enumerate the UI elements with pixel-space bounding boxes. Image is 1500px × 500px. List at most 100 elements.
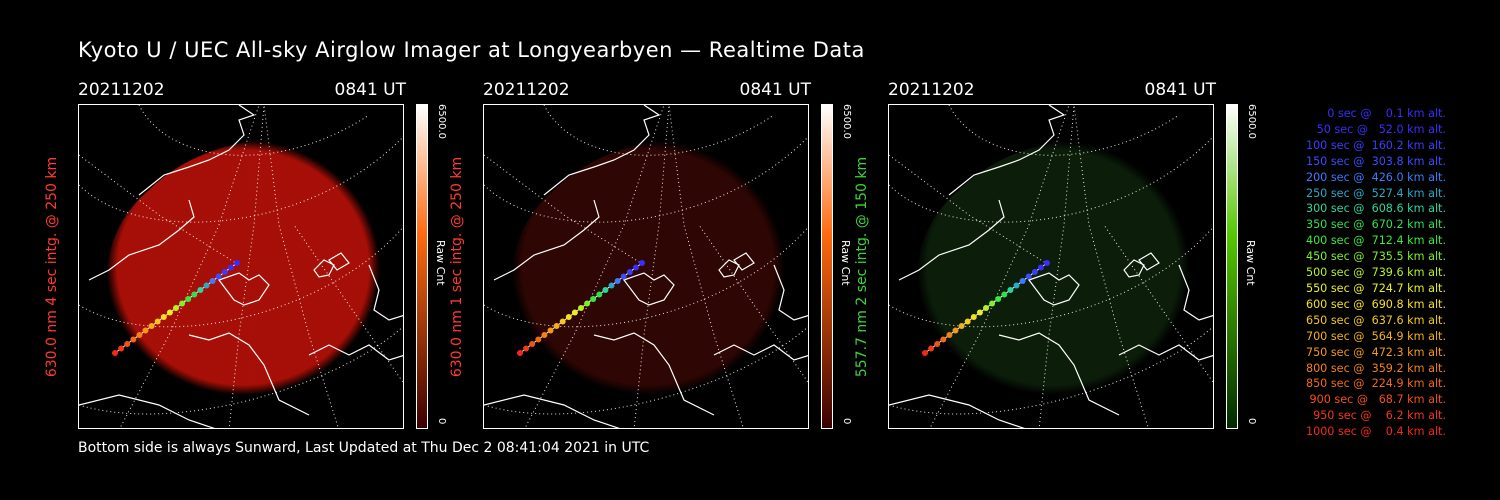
panel-time: 0841 UT xyxy=(334,80,407,100)
legend-row: 200 sec @ 426.0 km alt. xyxy=(1302,170,1446,184)
sky-image xyxy=(106,140,380,396)
legend-row: 650 sec @ 637.6 km alt. xyxy=(1302,313,1446,327)
trajectory-point xyxy=(1013,282,1020,289)
panel-date: 20211202 xyxy=(888,80,975,100)
colorbar-unit-label: Raw Cnt xyxy=(1244,240,1257,286)
colorbar-max-label: 6500.0 xyxy=(436,104,447,139)
satellite-trajectory xyxy=(922,260,1050,356)
trajectory-point xyxy=(112,350,118,356)
trajectory-point xyxy=(179,300,186,307)
legend-row: 1000 sec @ 0.4 km alt. xyxy=(1305,425,1446,439)
trajectory-point xyxy=(620,273,627,280)
trajectory-point xyxy=(970,314,977,320)
trajectory-point xyxy=(571,309,578,316)
trajectory-point xyxy=(922,350,928,356)
trajectory-point xyxy=(632,264,639,271)
trajectory-point xyxy=(209,278,216,284)
trajectory-point xyxy=(1001,291,1008,298)
legend-row: 100 sec @ 160.2 km alt. xyxy=(1302,138,1446,152)
colorbar-min-label: 0 xyxy=(841,418,852,425)
coastlines xyxy=(889,105,1213,428)
trajectory-point xyxy=(559,318,566,325)
colorbar-max-label: 6500.0 xyxy=(841,104,852,139)
trajectory-point xyxy=(191,291,198,298)
satellite-trajectory xyxy=(112,260,240,356)
trajectory-point xyxy=(136,332,143,338)
trajectory-point xyxy=(1019,278,1026,284)
legend-row: 900 sec @ 68.7 km alt. xyxy=(1305,393,1447,407)
trajectory-point xyxy=(173,305,179,311)
legend-row: 150 sec @ 303.8 km alt. xyxy=(1302,154,1446,168)
trajectory-point xyxy=(130,336,137,343)
trajectory-point xyxy=(934,341,941,347)
trajectory-point xyxy=(553,323,560,329)
trajectory-point xyxy=(221,269,228,275)
colorbar xyxy=(416,104,428,429)
trajectory-point xyxy=(154,318,161,325)
trajectory-point xyxy=(976,309,983,316)
trajectory-point xyxy=(547,327,554,334)
page-title: Kyoto U / UEC All-sky Airglow Imager at … xyxy=(78,38,865,62)
trajectory-point xyxy=(578,305,584,311)
legend-row: 800 sec @ 359.2 km alt. xyxy=(1302,361,1446,375)
legend-row: 400 sec @ 712.4 km alt. xyxy=(1302,234,1446,248)
colorbar-min-label: 0 xyxy=(1246,418,1257,425)
trajectory-point xyxy=(565,314,572,320)
trajectory-point xyxy=(928,345,935,352)
trajectory-point xyxy=(142,327,149,334)
imager-panel-2: 20211202 0841 UT 630.0 nm 1 sec intg. @ … xyxy=(449,80,883,430)
legend-row: 950 sec @ 6.2 km alt. xyxy=(1309,409,1446,423)
trajectory-point xyxy=(197,287,204,293)
colorbar-max-label: 6500.0 xyxy=(1246,104,1257,139)
legend-row: 50 sec @ 52.0 km alt. xyxy=(1309,122,1446,136)
panel-wavelength-label: 630.0 nm 4 sec intg. @ 250 km xyxy=(44,156,60,378)
trajectory-point xyxy=(203,282,210,289)
trajectory-point xyxy=(517,350,523,356)
trajectory-point xyxy=(958,323,965,329)
sky-image xyxy=(916,140,1190,396)
trajectory-point xyxy=(118,345,125,352)
allsky-map-svg xyxy=(79,105,403,428)
trajectory-point xyxy=(529,341,536,347)
sky-image xyxy=(511,140,785,396)
panel-wavelength-label: 557.7 nm 2 sec intg. @ 150 km xyxy=(854,156,870,378)
trajectory-point xyxy=(584,300,591,307)
colorbar xyxy=(1226,104,1238,429)
trajectory-point xyxy=(639,260,645,266)
trajectory-point xyxy=(124,341,131,347)
trajectory-point xyxy=(160,314,167,320)
trajectory-point xyxy=(946,332,953,338)
legend-row: 0 sec @ 0.1 km alt. xyxy=(1316,107,1446,120)
legend-row: 700 sec @ 564.9 km alt. xyxy=(1302,329,1446,343)
trajectory-point xyxy=(995,296,1002,302)
colorbar-unit-label: Raw Cnt xyxy=(839,240,852,286)
trajectory-point xyxy=(596,291,603,298)
panel-date: 20211202 xyxy=(483,80,570,100)
legend-row: 550 sec @ 724.7 km alt. xyxy=(1302,281,1446,295)
legend-row: 600 sec @ 690.8 km alt. xyxy=(1302,297,1446,311)
legend-row: 750 sec @ 472.3 km alt. xyxy=(1302,345,1446,359)
legend-row: 500 sec @ 739.6 km alt. xyxy=(1302,266,1446,280)
footer-status: Bottom side is always Sunward, Last Upda… xyxy=(78,440,650,456)
panel-time: 0841 UT xyxy=(739,80,812,100)
panel-date: 20211202 xyxy=(78,80,165,100)
trajectory-point xyxy=(1044,260,1050,266)
coastlines xyxy=(484,105,808,428)
satellite-trajectory xyxy=(517,260,645,356)
trajectory-point xyxy=(215,273,222,280)
legend-row: 450 sec @ 735.5 km alt. xyxy=(1302,250,1446,264)
allsky-map xyxy=(483,104,809,429)
coastlines xyxy=(79,105,403,428)
trajectory-point xyxy=(227,264,234,271)
imager-panel-3: 20211202 0841 UT 557.7 nm 2 sec intg. @ … xyxy=(854,80,1288,430)
imager-panel-1: 20211202 0841 UT 630.0 nm 4 sec intg. @ … xyxy=(44,80,478,430)
trajectory-point xyxy=(940,336,947,343)
trajectory-point xyxy=(1037,264,1044,271)
trajectory-point xyxy=(952,327,959,334)
trajectory-point xyxy=(614,278,621,284)
trajectory-point xyxy=(989,300,996,307)
colorbar-unit-label: Raw Cnt xyxy=(434,240,447,286)
trajectory-point xyxy=(1007,287,1014,293)
legend-row: 850 sec @ 224.9 km alt. xyxy=(1302,377,1446,391)
panel-time: 0841 UT xyxy=(1144,80,1217,100)
